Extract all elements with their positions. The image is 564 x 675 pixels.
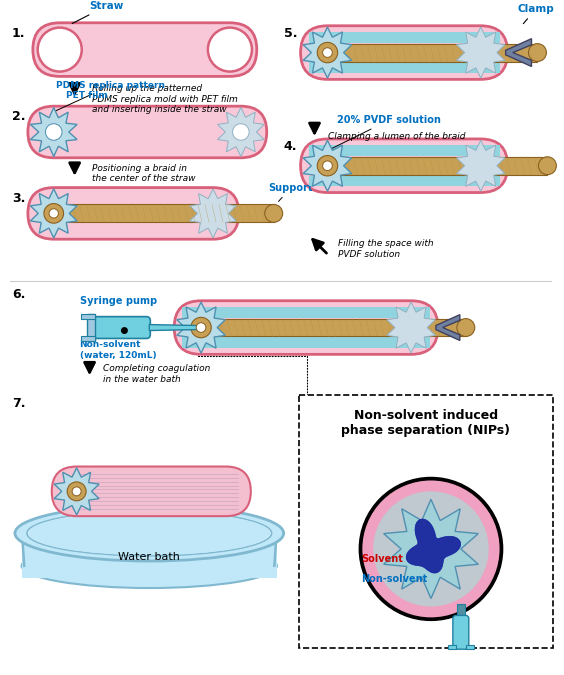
Polygon shape: [177, 302, 226, 353]
Text: Rolling up the patterned
PDMS replica mold with PET film
and inserting inside th: Rolling up the patterned PDMS replica mo…: [91, 84, 237, 114]
Circle shape: [46, 124, 62, 140]
Circle shape: [67, 482, 86, 501]
Text: 1.: 1.: [12, 27, 25, 40]
FancyBboxPatch shape: [33, 23, 257, 76]
Bar: [54, 205, 274, 222]
Polygon shape: [149, 325, 199, 331]
Polygon shape: [30, 107, 77, 157]
Polygon shape: [456, 140, 505, 191]
Ellipse shape: [21, 543, 277, 588]
Bar: [328, 44, 537, 61]
Circle shape: [528, 44, 547, 61]
Circle shape: [362, 479, 501, 618]
Circle shape: [373, 491, 488, 607]
Text: Non-solvent induced
phase separation (NIPs): Non-solvent induced phase separation (NI…: [341, 409, 510, 437]
Polygon shape: [54, 468, 99, 515]
Polygon shape: [218, 107, 265, 157]
Ellipse shape: [28, 511, 270, 556]
Text: 3.: 3.: [12, 192, 25, 205]
FancyBboxPatch shape: [174, 301, 438, 354]
Bar: [328, 157, 548, 175]
Polygon shape: [384, 500, 478, 599]
Circle shape: [317, 155, 338, 176]
Bar: [309, 145, 500, 156]
Text: Completing coagulation
in the water bath: Completing coagulation in the water bath: [103, 364, 210, 383]
Text: 4.: 4.: [284, 140, 297, 153]
Circle shape: [191, 317, 212, 338]
Text: 7.: 7.: [12, 397, 25, 410]
Circle shape: [359, 477, 503, 620]
FancyBboxPatch shape: [94, 317, 150, 338]
Text: Non-solvent
(water, 120mL): Non-solvent (water, 120mL): [80, 340, 156, 360]
FancyBboxPatch shape: [28, 106, 267, 158]
Text: PDMS replica pattern: PDMS replica pattern: [54, 81, 165, 111]
Bar: [448, 645, 456, 649]
Text: Support: Support: [268, 182, 313, 201]
Text: Filling the space with
PVDF solution: Filling the space with PVDF solution: [338, 239, 434, 259]
Text: 2.: 2.: [12, 110, 25, 123]
FancyBboxPatch shape: [52, 466, 251, 516]
Polygon shape: [190, 189, 236, 238]
Circle shape: [208, 28, 252, 72]
Circle shape: [232, 124, 249, 140]
FancyBboxPatch shape: [453, 616, 469, 649]
Bar: [87, 314, 95, 342]
Ellipse shape: [27, 511, 272, 556]
Bar: [81, 336, 95, 342]
Polygon shape: [436, 315, 460, 340]
Text: Solvent: Solvent: [362, 554, 403, 564]
Circle shape: [49, 209, 59, 218]
Text: Clamp: Clamp: [518, 4, 554, 24]
FancyBboxPatch shape: [301, 139, 508, 192]
FancyBboxPatch shape: [301, 26, 508, 80]
Circle shape: [72, 487, 81, 496]
Text: Straw: Straw: [72, 1, 124, 24]
Bar: [201, 319, 466, 336]
Circle shape: [323, 48, 332, 57]
FancyBboxPatch shape: [28, 188, 239, 239]
Bar: [466, 645, 474, 649]
Text: Positioning a braid in
the center of the straw: Positioning a braid in the center of the…: [91, 164, 195, 183]
Polygon shape: [30, 189, 77, 238]
FancyBboxPatch shape: [298, 395, 553, 648]
Text: Syringe pump: Syringe pump: [80, 296, 157, 306]
Polygon shape: [21, 525, 28, 566]
Circle shape: [457, 319, 475, 336]
Bar: [81, 314, 95, 319]
Ellipse shape: [15, 506, 284, 561]
Text: PET film: PET film: [65, 91, 107, 100]
Polygon shape: [457, 603, 465, 616]
Text: 20% PVDF solution: 20% PVDF solution: [332, 115, 441, 148]
Bar: [309, 62, 500, 74]
Text: Non-solvent: Non-solvent: [362, 574, 428, 584]
Polygon shape: [456, 27, 505, 78]
Text: 5.: 5.: [284, 27, 297, 40]
Text: Clamping a lumen of the braid: Clamping a lumen of the braid: [328, 132, 466, 141]
Polygon shape: [271, 525, 277, 566]
Circle shape: [121, 327, 128, 334]
Polygon shape: [303, 27, 352, 78]
Circle shape: [265, 205, 283, 222]
Polygon shape: [303, 140, 352, 191]
Bar: [21, 528, 277, 578]
Text: 6.: 6.: [12, 288, 25, 301]
Circle shape: [44, 204, 64, 223]
Polygon shape: [406, 519, 461, 573]
Bar: [182, 307, 430, 318]
Bar: [309, 176, 500, 186]
Bar: [182, 338, 430, 348]
Circle shape: [323, 161, 332, 171]
Bar: [309, 32, 500, 43]
Circle shape: [539, 157, 556, 175]
Circle shape: [317, 43, 338, 63]
Text: Water bath: Water bath: [118, 552, 180, 562]
Circle shape: [196, 323, 206, 332]
Circle shape: [38, 28, 82, 72]
Polygon shape: [505, 38, 531, 66]
Polygon shape: [387, 302, 435, 353]
